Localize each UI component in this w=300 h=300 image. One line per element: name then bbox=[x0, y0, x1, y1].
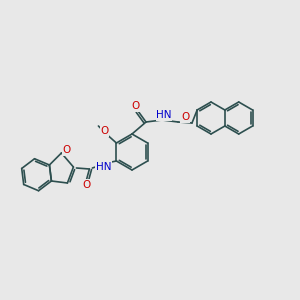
Text: O: O bbox=[82, 180, 91, 190]
Text: HN: HN bbox=[96, 162, 111, 172]
Text: O: O bbox=[100, 126, 109, 136]
Text: O: O bbox=[132, 101, 140, 111]
Text: HN: HN bbox=[156, 110, 172, 120]
Text: O: O bbox=[62, 145, 70, 155]
Text: O: O bbox=[181, 112, 189, 122]
